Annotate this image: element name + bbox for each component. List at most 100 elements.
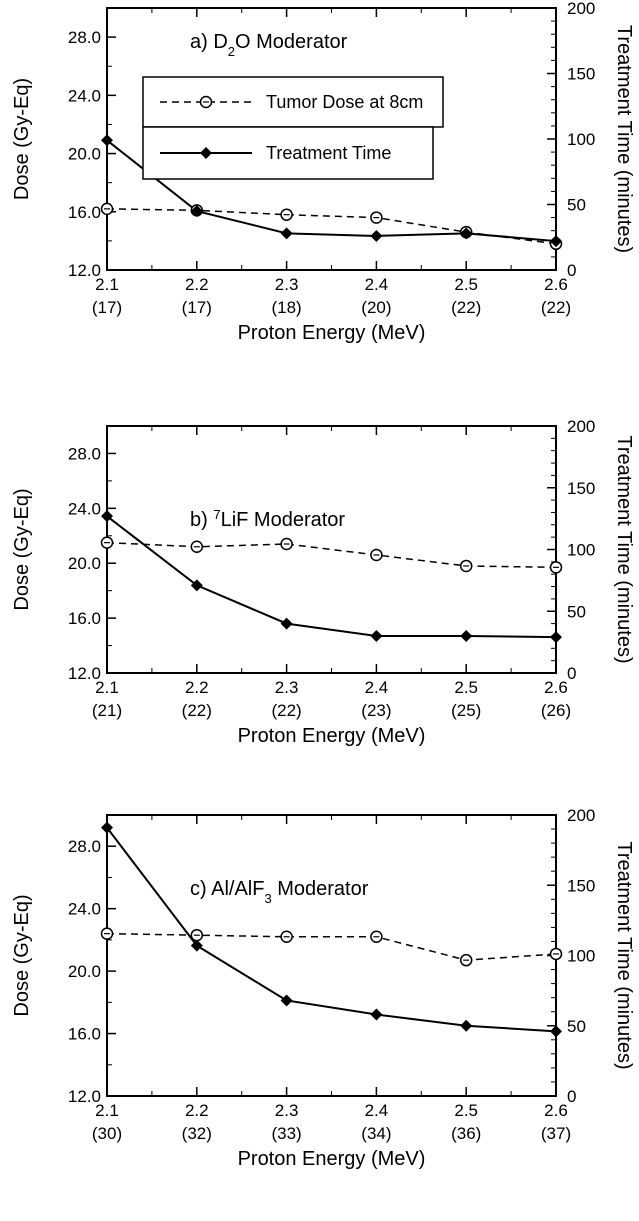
- x-secondary-tick-label: (22): [271, 701, 301, 720]
- y2-tick-label: 0: [567, 261, 576, 280]
- y2-tick-label: 150: [567, 65, 595, 84]
- y2-axis-title: Treatment Time (minutes): [613, 435, 635, 663]
- x-secondary-tick-label: (25): [451, 701, 481, 720]
- y2-tick-label: 200: [567, 417, 595, 436]
- x-axis-title: Proton Energy (MeV): [238, 725, 426, 747]
- panel-title: a) D2O Moderator: [190, 31, 348, 59]
- y-tick-label: 12.0: [68, 664, 101, 683]
- x-tick-label: 2.5: [454, 678, 478, 697]
- y2-tick-label: 200: [567, 806, 595, 825]
- y-tick-label: 20.0: [68, 554, 101, 573]
- x-secondary-tick-label: (37): [541, 1124, 571, 1143]
- y-tick-label: 20.0: [68, 962, 101, 981]
- y-tick-label: 20.0: [68, 145, 101, 164]
- y2-tick-label: 150: [567, 479, 595, 498]
- y-tick-label: 28.0: [68, 444, 101, 463]
- y-tick-label: 28.0: [68, 28, 101, 47]
- treatment-time-point: [550, 1025, 562, 1038]
- x-tick-label: 2.5: [454, 275, 478, 294]
- x-tick-label: 2.2: [185, 275, 209, 294]
- treatment-time-line: [106, 139, 557, 243]
- x-axis-title: Proton Energy (MeV): [238, 1148, 426, 1170]
- y-tick-label: 12.0: [68, 1087, 101, 1106]
- treatment-time-point: [460, 1019, 473, 1032]
- x-secondary-tick-label: (22): [451, 298, 481, 317]
- title-subscript: 3: [264, 891, 271, 906]
- treatment-time-point: [280, 617, 293, 630]
- y-tick-label: 16.0: [68, 609, 101, 628]
- chart-panel-2: 12.0 16.0 20.0 24.0 28.0 0 50 100 150 200 2.1 (21) 2…: [11, 417, 635, 747]
- legend: Tumor Dose at 8cm Treatment Time: [142, 76, 444, 180]
- treatment-time-point: [190, 939, 203, 952]
- x-tick-label: 2.6: [544, 678, 568, 697]
- y-tick-label: 24.0: [68, 86, 101, 105]
- x-tick-label: 2.3: [275, 1101, 299, 1120]
- x-tick-label: 2.3: [275, 678, 299, 697]
- y-tick-label: 12.0: [68, 261, 101, 280]
- treatment-time-point: [190, 579, 203, 592]
- tumor-dose-line: [106, 541, 557, 569]
- y-axis-title: Dose (Gy-Eq): [11, 488, 33, 610]
- y-axis-title: Dose (Gy-Eq): [11, 78, 33, 200]
- legend-box-dose: [142, 76, 444, 128]
- y2-tick-label: 50: [567, 196, 586, 215]
- x-tick-label: 2.1: [95, 1101, 119, 1120]
- treatment-time-point: [370, 229, 383, 242]
- treatment-time-point: [101, 134, 113, 147]
- title-rest: Moderator: [272, 878, 369, 900]
- treatment-time-point: [460, 629, 473, 642]
- y-tick-label: 24.0: [68, 499, 101, 518]
- treatment-time-point: [460, 227, 473, 240]
- treatment-time-point: [280, 994, 293, 1007]
- x-secondary-tick-label: (33): [271, 1124, 301, 1143]
- x-axis-title: Proton Energy (MeV): [238, 322, 426, 344]
- plot-frame: [106, 814, 557, 1097]
- legend-label-dose: Tumor Dose at 8cm: [266, 92, 423, 112]
- title-superscript: 7: [213, 507, 220, 522]
- x-secondary-tick-label: (23): [361, 701, 391, 720]
- tumor-dose-line: [106, 932, 557, 961]
- x-secondary-tick-label: (20): [361, 298, 391, 317]
- x-secondary-tick-label: (26): [541, 701, 571, 720]
- y-tick-label: 16.0: [68, 203, 101, 222]
- x-secondary-tick-label: (17): [182, 298, 212, 317]
- legend-label-time: Treatment Time: [266, 143, 391, 163]
- y-tick-label: 28.0: [68, 837, 101, 856]
- treatment-time-line: [106, 515, 557, 639]
- chart-panel-1: 12.0 16.0 20.0 24.0 28.0 0 50 100 150 200 2.1 (17) 2…: [11, 0, 635, 344]
- x-tick-label: 2.4: [365, 1101, 389, 1120]
- y2-tick-label: 150: [567, 876, 595, 895]
- x-secondary-tick-label: (22): [182, 701, 212, 720]
- panel-title: c) Al/AlF3 Moderator: [190, 878, 369, 906]
- treatment-time-point: [101, 510, 113, 523]
- x-tick-label: 2.1: [95, 275, 119, 294]
- y2-tick-label: 0: [567, 664, 576, 683]
- x-secondary-tick-label: (21): [92, 701, 122, 720]
- y2-tick-label: 200: [567, 0, 595, 18]
- x-tick-label: 2.5: [454, 1101, 478, 1120]
- x-tick-label: 2.4: [365, 678, 389, 697]
- treatment-time-point: [370, 629, 383, 642]
- x-secondary-tick-label: (22): [541, 298, 571, 317]
- x-tick-label: 2.2: [185, 678, 209, 697]
- y-tick-label: 16.0: [68, 1025, 101, 1044]
- panel-title: b) 7LiF Moderator: [190, 507, 345, 532]
- y2-tick-label: 100: [567, 947, 595, 966]
- y-axis-title: Dose (Gy-Eq): [11, 894, 33, 1016]
- treatment-time-point: [280, 227, 293, 240]
- y2-tick-label: 100: [567, 130, 595, 149]
- treatment-time-point: [190, 205, 203, 218]
- x-secondary-tick-label: (36): [451, 1124, 481, 1143]
- y2-axis-title: Treatment Time (minutes): [613, 25, 635, 253]
- title-rest: LiF Moderator: [221, 509, 346, 531]
- y2-tick-label: 50: [567, 1017, 586, 1036]
- tumor-dose-line: [106, 208, 557, 245]
- y2-tick-label: 100: [567, 541, 595, 560]
- title-subscript: 2: [228, 44, 235, 59]
- x-secondary-tick-label: (18): [271, 298, 301, 317]
- treatment-time-point: [370, 1008, 383, 1021]
- chart-panel-3: 12.0 16.0 20.0 24.0 28.0 0 50 100 150 200 2.1 (30) 2…: [11, 806, 635, 1170]
- x-secondary-tick-label: (17): [92, 298, 122, 317]
- x-tick-label: 2.6: [544, 1101, 568, 1120]
